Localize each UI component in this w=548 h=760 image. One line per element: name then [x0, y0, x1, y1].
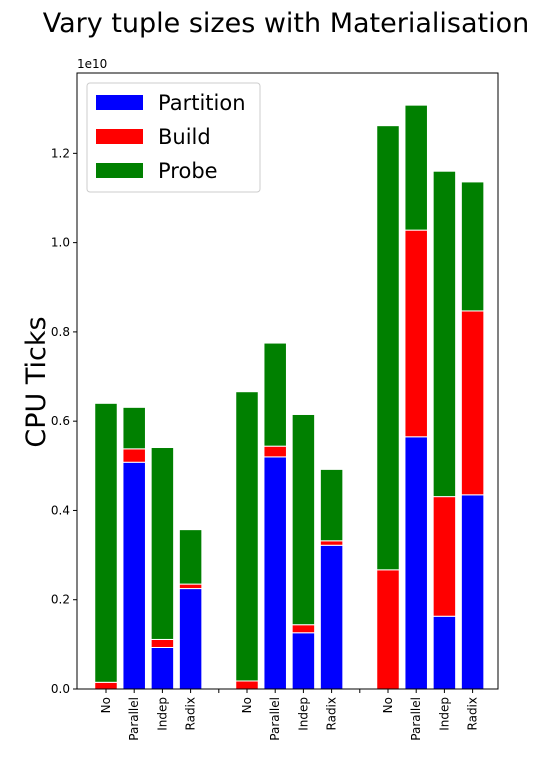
bar-probe-9	[404, 104, 428, 231]
bar-partition-10	[432, 615, 457, 690]
bar-probe-7	[319, 468, 344, 542]
x-tick-label: Indep	[437, 697, 451, 731]
bar-build-2	[150, 638, 175, 648]
x-tick-label: Radix	[466, 697, 480, 730]
bar-probe-6	[291, 413, 316, 626]
y-tick-label: 0.4	[51, 503, 70, 517]
x-tick-label: Radix	[184, 697, 198, 730]
x-tick-label: Parallel	[127, 697, 141, 741]
bar-build-1	[122, 448, 146, 463]
bar-build-10	[432, 496, 457, 617]
x-tick-label: Parallel	[268, 697, 282, 741]
legend-label-partition: Partition	[158, 91, 246, 115]
bar-probe-5	[263, 342, 287, 447]
bar-partition-3	[178, 588, 203, 690]
x-tick-label: Indep	[155, 697, 169, 731]
bar-partition-2	[150, 646, 175, 690]
bar-probe-10	[432, 170, 457, 498]
legend: Partition Build Probe	[86, 82, 261, 193]
legend-swatch-partition	[96, 95, 143, 110]
legend-swatch-build	[96, 129, 143, 144]
bar-build-0	[94, 681, 118, 690]
x-tick-label: Radix	[325, 697, 339, 730]
legend-swatch-probe	[96, 163, 143, 178]
chart-title: Vary tuple sizes with Materialisation	[43, 8, 530, 39]
bars-layer	[94, 104, 485, 690]
y-tick-label: 0.2	[51, 593, 70, 607]
y-axis-offset-label: 1e10	[77, 57, 107, 71]
bar-probe-8	[376, 125, 400, 571]
y-axis-label: CPU Ticks	[21, 316, 52, 447]
axes-layer: 0.0 0.2 0.4 0.6 0.8 1.0 1.2 No Parallel Indep Radi…	[51, 72, 499, 741]
bar-partition-1	[122, 461, 146, 690]
bar-build-5	[263, 445, 287, 458]
bar-probe-1	[122, 406, 146, 450]
bar-build-11	[460, 310, 485, 496]
bar-build-4	[235, 680, 259, 690]
y-tick-label: 1.2	[51, 146, 70, 160]
bar-probe-3	[178, 529, 203, 585]
x-tick-label: Parallel	[409, 697, 423, 741]
y-tick-label: 1.0	[51, 236, 70, 250]
bar-partition-11	[460, 494, 485, 690]
x-tick-label: No	[240, 697, 254, 713]
bar-build-3	[178, 583, 203, 590]
bar-partition-5	[263, 456, 287, 690]
bar-probe-4	[235, 391, 259, 682]
bar-build-8	[376, 569, 400, 690]
bar-probe-2	[150, 447, 175, 640]
x-tick-label: No	[381, 697, 395, 713]
bar-build-9	[404, 229, 428, 438]
legend-label-build: Build	[158, 125, 211, 149]
bar-probe-11	[460, 181, 485, 312]
bar-probe-0	[94, 402, 118, 683]
bar-build-7	[319, 540, 344, 546]
y-tick-label: 0.8	[51, 325, 70, 339]
y-tick-label: 0.6	[51, 414, 70, 428]
x-tick-label: No	[99, 697, 113, 713]
x-tick-label: Indep	[296, 697, 310, 731]
plot-frame	[76, 72, 499, 690]
y-tick-label: 0.0	[51, 682, 70, 696]
legend-label-probe: Probe	[158, 159, 218, 183]
bar-partition-9	[404, 436, 428, 690]
bar-partition-6	[291, 632, 316, 690]
bar-build-6	[291, 624, 316, 634]
bar-partition-7	[319, 544, 344, 690]
